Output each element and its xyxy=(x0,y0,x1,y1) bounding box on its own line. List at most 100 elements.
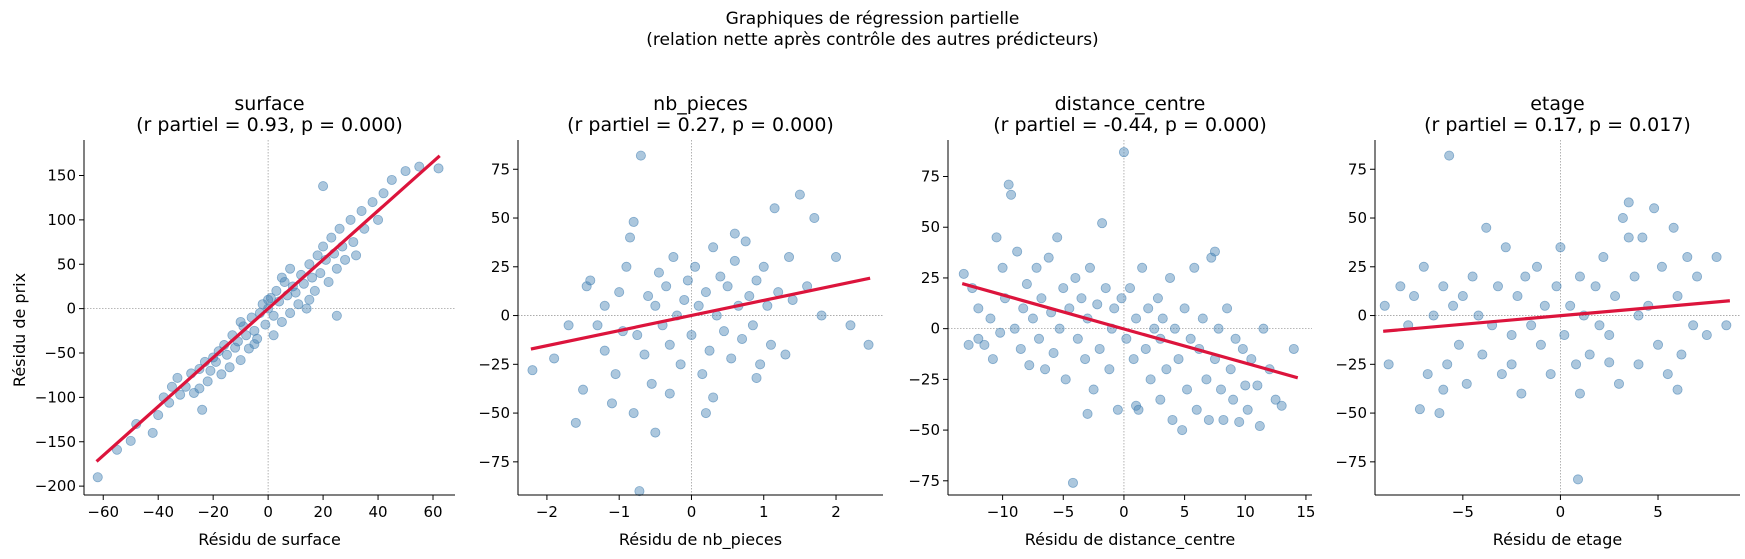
data-point xyxy=(1054,323,1065,334)
data-point xyxy=(304,259,315,270)
data-point xyxy=(386,174,397,185)
data-point xyxy=(997,262,1008,273)
data-point xyxy=(1157,313,1168,324)
data-point xyxy=(1058,283,1069,294)
data-point xyxy=(400,166,411,177)
data-point xyxy=(1653,339,1664,350)
data-point xyxy=(197,404,208,415)
data-point xyxy=(1213,323,1224,334)
y-tick-label: −50 xyxy=(1335,404,1367,422)
y-tick-label: 50 xyxy=(491,209,510,227)
data-point xyxy=(1481,222,1492,233)
data-point xyxy=(845,320,856,331)
data-point xyxy=(318,241,329,252)
subplot-surface: surface(r partiel = 0.93, p = 0.000)−60−… xyxy=(10,93,455,549)
data-point xyxy=(241,330,252,341)
data-point xyxy=(628,408,639,419)
y-tick-label: 0 xyxy=(1357,307,1367,325)
data-point xyxy=(1015,343,1026,354)
data-point xyxy=(1040,364,1051,375)
data-point xyxy=(1043,252,1054,263)
data-point xyxy=(697,369,708,380)
data-point xyxy=(276,316,287,327)
x-tick-label: 5 xyxy=(1653,503,1663,521)
y-axis-label: Résidu de prix xyxy=(10,273,29,387)
data-point xyxy=(1225,364,1236,375)
data-point xyxy=(1662,369,1673,380)
data-point xyxy=(1532,261,1543,272)
x-axis-label: Résidu de etage xyxy=(1493,530,1622,549)
data-point xyxy=(1189,262,1200,273)
y-tick-label: −50 xyxy=(908,421,940,439)
data-point xyxy=(1076,293,1087,304)
data-point xyxy=(331,310,342,321)
data-point xyxy=(729,255,740,266)
data-point xyxy=(1453,339,1464,350)
data-point xyxy=(1565,300,1576,311)
data-point xyxy=(715,271,726,282)
data-point xyxy=(1092,299,1103,310)
regression-line xyxy=(530,276,871,351)
data-point xyxy=(664,339,675,350)
data-point xyxy=(1206,252,1217,263)
x-tick-label: 20 xyxy=(314,503,333,521)
data-point xyxy=(1252,380,1263,391)
data-point xyxy=(1003,179,1014,190)
data-point xyxy=(1414,404,1425,415)
data-point xyxy=(581,281,592,292)
data-point xyxy=(1052,232,1063,243)
data-point xyxy=(1506,330,1517,341)
data-point xyxy=(1438,281,1449,292)
data-point xyxy=(172,372,183,383)
data-point xyxy=(373,214,384,225)
data-point xyxy=(700,287,711,298)
data-point xyxy=(1422,369,1433,380)
data-point xyxy=(1672,291,1683,302)
data-point xyxy=(1604,357,1615,368)
data-point xyxy=(1084,262,1095,273)
data-point xyxy=(265,292,276,303)
data-point xyxy=(1649,203,1660,214)
data-point xyxy=(1161,364,1172,375)
data-point xyxy=(1145,374,1156,385)
x-tick-label: 0 xyxy=(1556,503,1566,521)
data-point xyxy=(230,342,241,353)
data-point xyxy=(1179,303,1190,314)
data-point xyxy=(1031,262,1042,273)
x-tick-label: −1 xyxy=(608,503,630,521)
data-point xyxy=(1216,384,1227,395)
data-point xyxy=(679,294,690,305)
data-point xyxy=(312,250,323,261)
data-point xyxy=(1027,313,1038,324)
data-point xyxy=(1617,213,1628,224)
data-point xyxy=(578,384,589,395)
data-point xyxy=(304,294,315,305)
data-point xyxy=(1473,310,1484,321)
subplot-subtitle: (r partiel = 0.27, p = 0.000) xyxy=(567,114,834,136)
data-point xyxy=(1237,343,1248,354)
data-point xyxy=(1234,416,1245,427)
x-tick-label: 40 xyxy=(369,503,388,521)
data-point xyxy=(1506,359,1517,370)
regression-line xyxy=(961,282,1299,380)
y-tick-label: −25 xyxy=(908,370,940,388)
subplot-etage: etage(r partiel = 0.17, p = 0.017)−5 0 5−7… xyxy=(1335,93,1740,549)
x-tick-label: 5 xyxy=(1180,503,1190,521)
x-tick-label: −5 xyxy=(1452,503,1474,521)
data-point xyxy=(1512,291,1523,302)
data-point xyxy=(348,237,359,248)
data-point xyxy=(1496,369,1507,380)
data-point xyxy=(1623,232,1634,243)
data-point xyxy=(635,150,646,161)
data-point xyxy=(794,189,805,200)
data-point xyxy=(301,303,312,314)
subplot-title: etage xyxy=(1530,93,1585,115)
data-point xyxy=(1149,323,1160,334)
y-tick-label: −25 xyxy=(1335,355,1367,373)
data-point xyxy=(1254,421,1265,432)
data-point xyxy=(1121,333,1132,344)
data-point xyxy=(202,376,213,387)
data-point xyxy=(744,291,755,302)
data-point xyxy=(1379,300,1390,311)
data-point xyxy=(1131,400,1142,411)
